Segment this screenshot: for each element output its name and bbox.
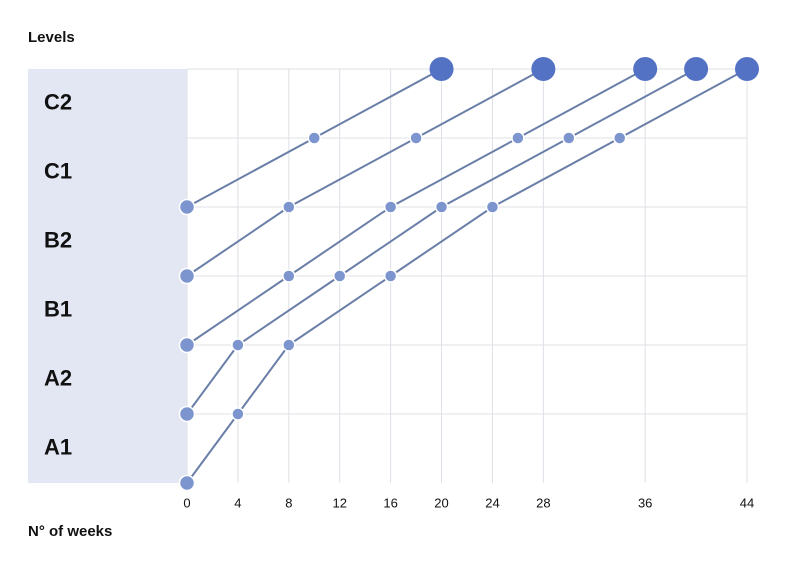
level-label: B1 [44, 296, 72, 321]
series-line [186, 68, 697, 415]
point [409, 131, 423, 145]
point [383, 269, 398, 283]
x-tick-label: 8 [285, 495, 292, 510]
point [178, 474, 196, 492]
end-point [633, 57, 658, 81]
x-tick-label: 24 [485, 495, 499, 510]
end-point [429, 57, 454, 81]
x-axis-title: N° of weeks [28, 523, 112, 540]
x-tick-label: 0 [183, 495, 190, 510]
point [178, 405, 196, 423]
level-label: C1 [44, 158, 72, 183]
level-label: A2 [44, 365, 72, 390]
level-label: C2 [44, 89, 72, 114]
point [383, 200, 398, 214]
point [282, 269, 296, 283]
level-label: B2 [44, 227, 72, 252]
point [178, 267, 196, 285]
point [612, 131, 627, 145]
point [178, 198, 196, 216]
point [178, 336, 196, 354]
end-point [684, 57, 709, 81]
x-tick-label: 4 [234, 495, 241, 510]
x-tick-label: 36 [638, 495, 652, 510]
point [231, 338, 245, 352]
x-tick-label: 44 [740, 495, 754, 510]
x-tick-label: 20 [434, 495, 448, 510]
point [485, 200, 500, 214]
level-label: A1 [44, 434, 72, 459]
level-band [28, 69, 187, 483]
point [231, 407, 245, 421]
x-tick-label: 28 [536, 495, 550, 510]
point [282, 200, 296, 214]
end-point [735, 57, 759, 81]
point [307, 131, 322, 145]
x-tick-label: 12 [332, 495, 346, 510]
point [511, 131, 525, 145]
y-axis-title: Levels [28, 29, 75, 46]
point [282, 338, 296, 352]
end-point [531, 57, 556, 81]
x-tick-label: 16 [383, 495, 397, 510]
point [332, 269, 347, 283]
point [434, 200, 449, 214]
series-line [186, 68, 544, 277]
point [562, 131, 576, 145]
